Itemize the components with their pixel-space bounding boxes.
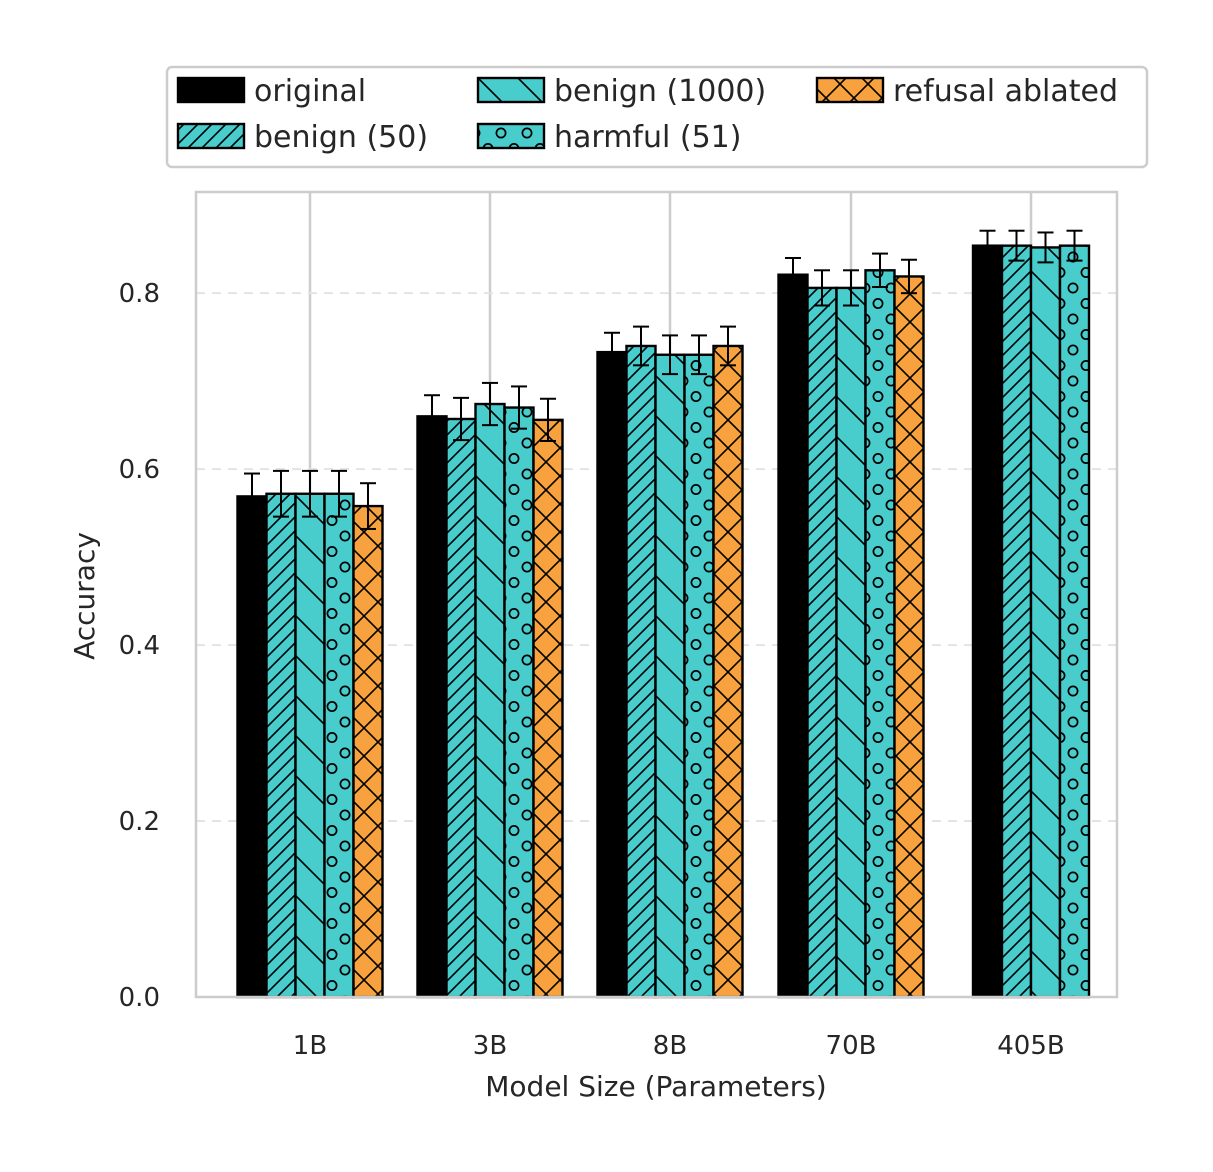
bar-hatch [1060,245,1089,997]
error-bars [244,229,1083,530]
bar-hatch [1031,247,1060,998]
y-tick-label: 0.8 [119,279,160,309]
bar-8B-original [597,352,627,997]
x-axis-title: Model Size (Parameters) [485,1070,826,1103]
legend-swatch [178,78,244,102]
y-axis-title: Accuracy [68,532,101,660]
x-tick-label: 3B [473,1031,507,1061]
legend-label: original [254,74,366,109]
legend-label: benign (1000) [554,74,766,109]
bar-hatch [446,418,476,997]
x-tick-label: 8B [653,1031,687,1061]
legend-swatch-outline [476,122,546,150]
bar-hatch [655,354,685,998]
x-tick-label: 405B [997,1031,1064,1061]
plot-area-frame [194,190,1119,999]
y-tick-label: 0.2 [119,807,160,837]
legend-swatch-hatch [478,124,544,148]
legend-swatch-outline [176,76,246,104]
bars [236,244,1091,999]
y-tick-label: 0.4 [119,631,160,661]
legend-swatch-hatch [478,78,544,102]
y-tick-label: 0.6 [119,455,160,485]
bar-hatch [533,419,563,997]
bar-hatch [475,404,505,997]
legend-swatch-hatch [178,124,244,148]
bar-hatch [1002,245,1031,997]
legend-swatch-hatch [817,78,883,102]
bar-hatch [894,276,924,998]
legend: original benign (50) benign (1000) harmful … [165,65,1149,169]
y-axis-ticks: 0.0 0.2 0.4 0.6 0.8 [119,279,160,1013]
bar-70B-original [778,274,808,997]
legend-frame [165,65,1149,169]
legend-label: refusal ablated [893,74,1118,109]
legend-swatch-outline [176,122,246,150]
bar-hatch [684,354,714,998]
bar-hatch [713,345,743,997]
x-tick-label: 1B [293,1031,327,1061]
legend-label: benign (50) [254,120,428,155]
legend-swatch-outline [476,76,546,104]
bar-405B-original [973,245,1002,997]
bar-hatch [865,270,895,997]
bar-hatch [836,287,866,997]
bar-hatch [324,493,354,997]
y-tick-label: 0.0 [119,983,160,1013]
bar-hatch [353,506,383,997]
x-tick-label: 70B [826,1031,877,1061]
bar-1B-original [237,496,267,997]
bar-hatch [295,493,325,997]
bar-hatch [504,407,534,997]
bar-3B-original [417,416,447,998]
bar-hatch [626,345,656,997]
bar-hatch [807,287,837,997]
x-axis-ticks: 1B 3B 8B 70B 405B [293,1031,1065,1061]
legend-label: harmful (51) [554,120,741,155]
legend-swatch-outline [815,76,885,104]
bar-hatch [266,493,296,997]
